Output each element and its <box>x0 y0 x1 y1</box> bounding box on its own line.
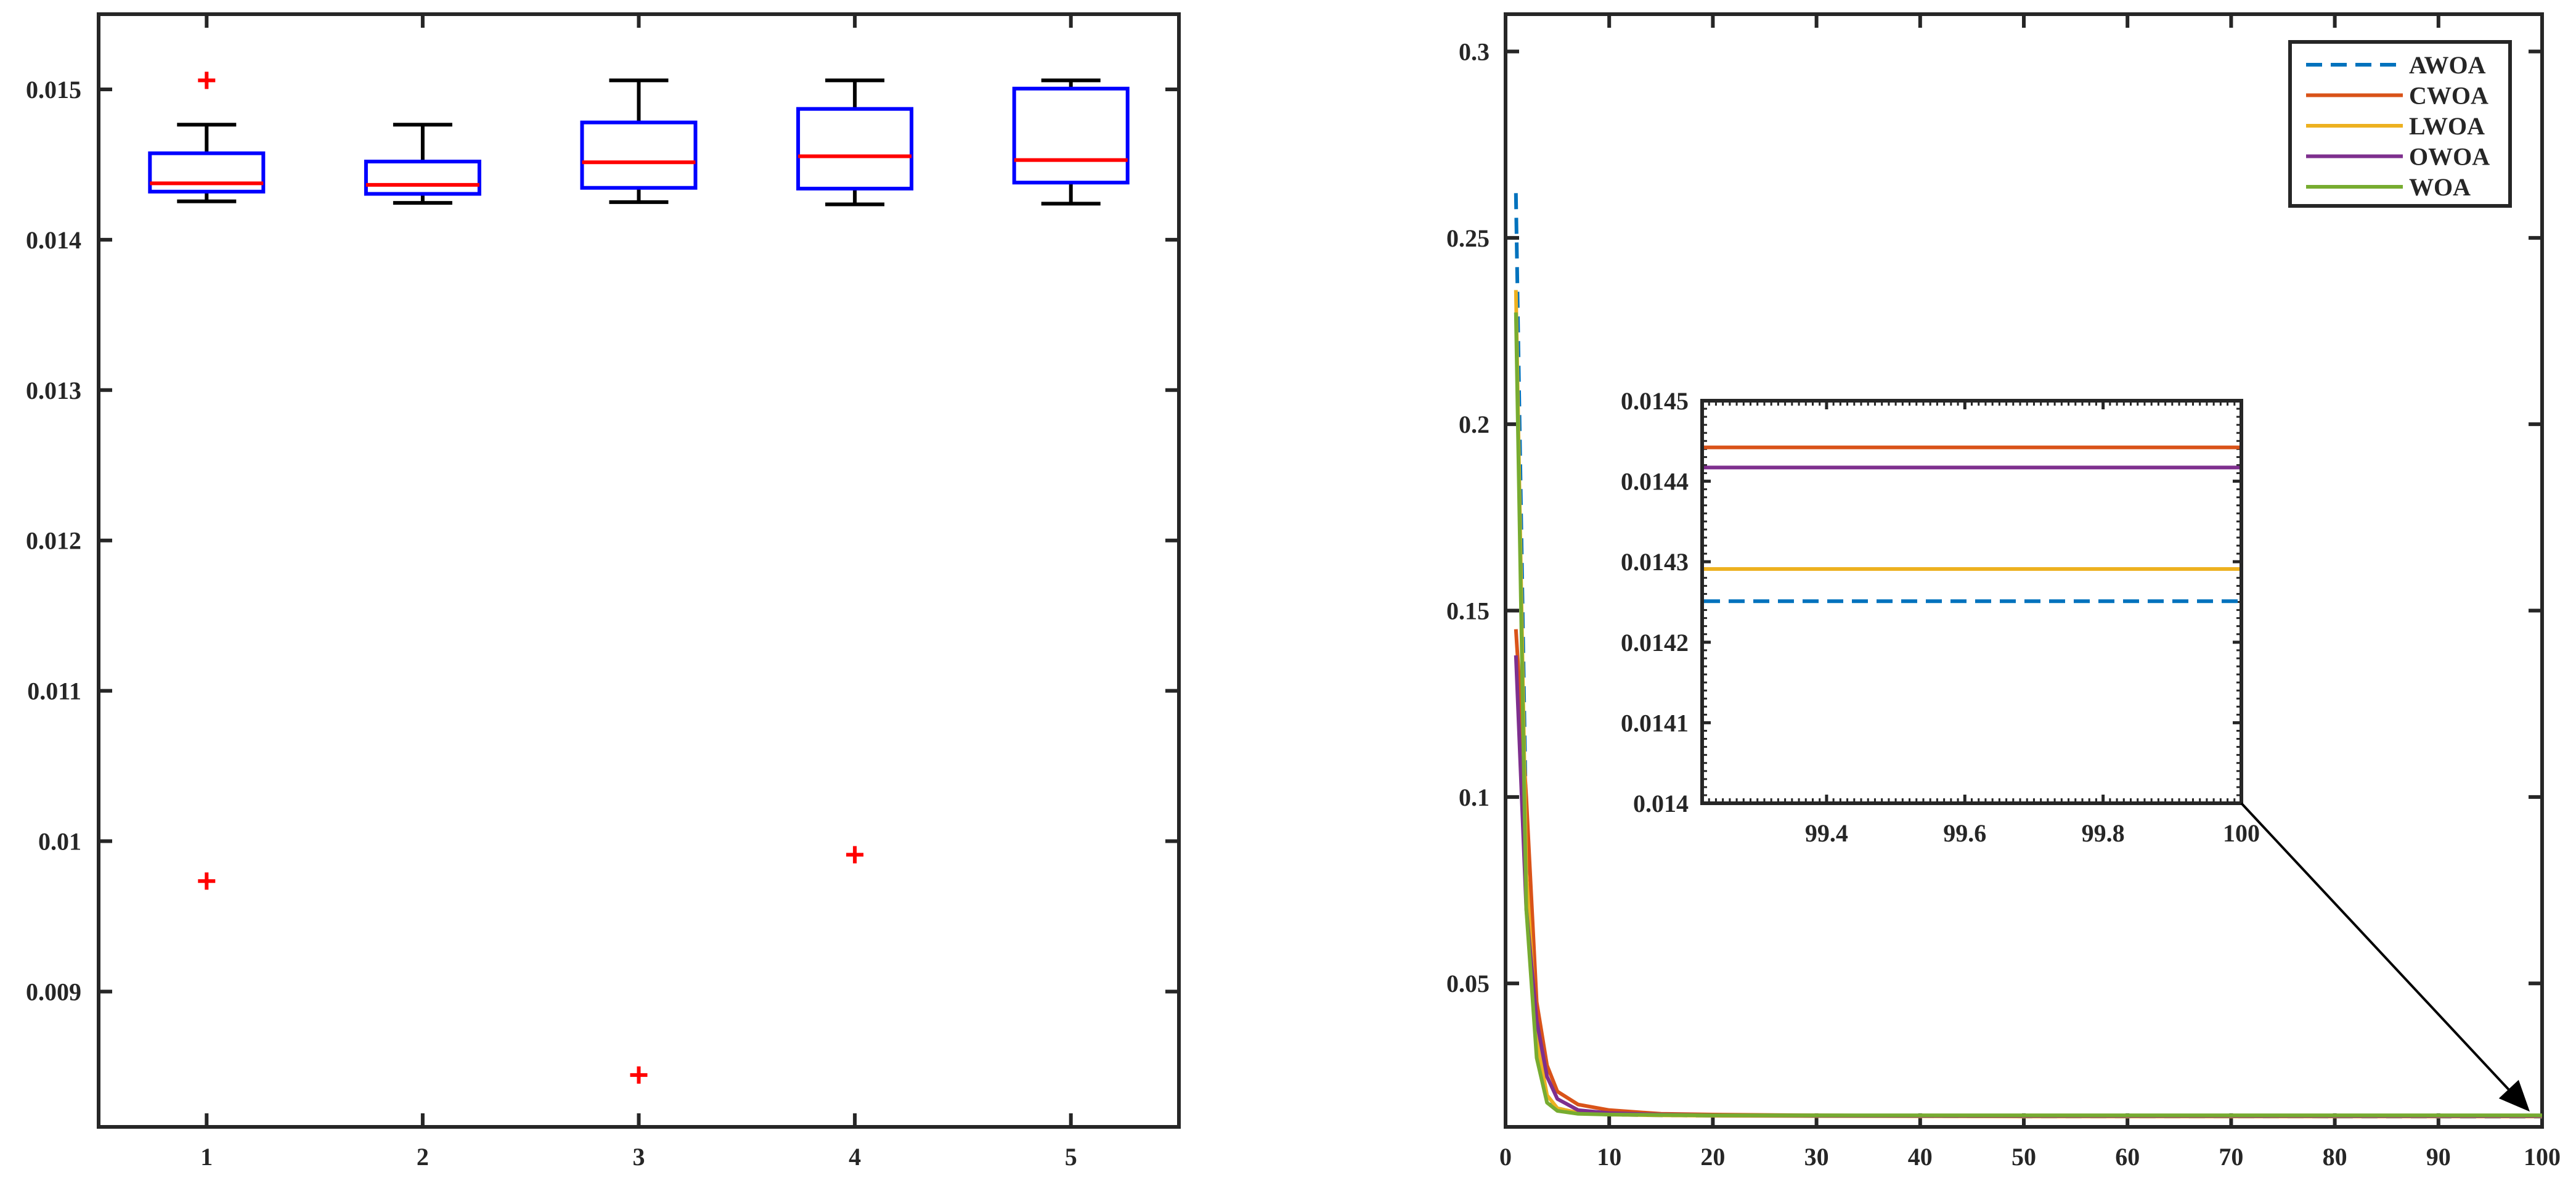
legend-label: WOA <box>2409 173 2471 201</box>
inset-x-tick-label: 99.8 <box>2082 819 2125 847</box>
x-tick-label: 3 <box>633 1143 645 1171</box>
x-tick-label: 100 <box>2524 1143 2561 1171</box>
x-tick-label: 40 <box>1908 1143 1933 1171</box>
series-line-woa <box>1514 312 2542 1118</box>
box-group <box>580 78 698 1084</box>
outlier-marker <box>198 72 216 89</box>
y-tick-label: 0.014 <box>26 226 81 254</box>
box-iqr <box>796 107 914 190</box>
x-tick-label: 5 <box>1065 1143 1077 1171</box>
y-tick-label: 0.015 <box>26 76 81 104</box>
outlier-marker <box>198 872 216 890</box>
y-tick-label: 0.1 <box>1459 784 1490 811</box>
y-tick-label: 0.013 <box>26 377 81 404</box>
x-tick-label: 2 <box>417 1143 429 1171</box>
zoom-arrow-head <box>2498 1079 2530 1112</box>
zoom-arrow-line <box>2240 802 2524 1105</box>
x-tick-label: 70 <box>2219 1143 2243 1171</box>
box-group <box>364 123 481 205</box>
x-tick-label: 50 <box>2011 1143 2036 1171</box>
x-tick-label: 1 <box>200 1143 213 1171</box>
inset-y-tick-label: 0.014 <box>1633 790 1689 817</box>
convergence-chart: 0 10 20 30 40 50 60 70 80 90 100 0.05 0.1 0.15 0.2 0.25… <box>1446 12 2561 1171</box>
y-tick-label: 0.01 <box>38 828 81 856</box>
outlier-marker <box>630 1066 648 1084</box>
legend-label: OWOA <box>2409 143 2490 171</box>
y-tick-label: 0.3 <box>1459 38 1490 65</box>
x-tick-label: 20 <box>1700 1143 1725 1171</box>
inset-y-tick-label: 0.0142 <box>1621 629 1689 657</box>
inset-y-tick-label: 0.0143 <box>1621 548 1689 576</box>
x-tick-label: 90 <box>2426 1143 2451 1171</box>
inset-y-tick-label: 0.0144 <box>1621 468 1689 496</box>
x-tick-label: 0 <box>1499 1143 1512 1171</box>
inset-zoom: 0.014 0.0141 0.0142 0.0143 0.0144 0.0145 99.4 9… <box>1621 387 2260 847</box>
box-iqr <box>1012 86 1130 185</box>
box-iqr <box>364 160 481 196</box>
y-tick-label: 0.05 <box>1446 970 1490 997</box>
box-group <box>148 72 266 890</box>
legend-label: CWOA <box>2409 82 2488 110</box>
box-group <box>1012 78 1130 206</box>
legend-label: AWOA <box>2409 51 2486 79</box>
box-iqr <box>580 120 698 190</box>
inset-y-tick-label: 0.0141 <box>1621 709 1689 737</box>
y-tick-label: 0.2 <box>1459 411 1490 438</box>
outlier-marker <box>846 846 864 864</box>
x-tick-label: 4 <box>849 1143 861 1171</box>
inset-y-tick-label: 0.0145 <box>1621 387 1689 415</box>
box-group <box>796 78 914 864</box>
inset-x-tick-label: 99.6 <box>1943 819 1986 847</box>
legend-label: LWOA <box>2409 112 2485 140</box>
inset-x-tick-label: 100 <box>2223 819 2260 847</box>
x-tick-label: 80 <box>2323 1143 2347 1171</box>
box-iqr <box>148 151 266 194</box>
y-tick-label: 0.15 <box>1446 597 1490 625</box>
y-tick-label: 0.009 <box>26 978 81 1005</box>
x-tick-label: 10 <box>1597 1143 1621 1171</box>
y-tick-label: 0.25 <box>1446 224 1490 252</box>
inset-x-tick-label: 99.4 <box>1805 819 1848 847</box>
boxplot-chart: 0.009 0.01 0.011 0.012 0.013 0.014 0.015 1 2 3 4 5 <box>26 12 1181 1171</box>
y-tick-label: 0.012 <box>26 527 81 555</box>
y-tick-label: 0.011 <box>27 677 81 705</box>
x-tick-label: 30 <box>1804 1143 1829 1171</box>
x-tick-label: 60 <box>2115 1143 2140 1171</box>
